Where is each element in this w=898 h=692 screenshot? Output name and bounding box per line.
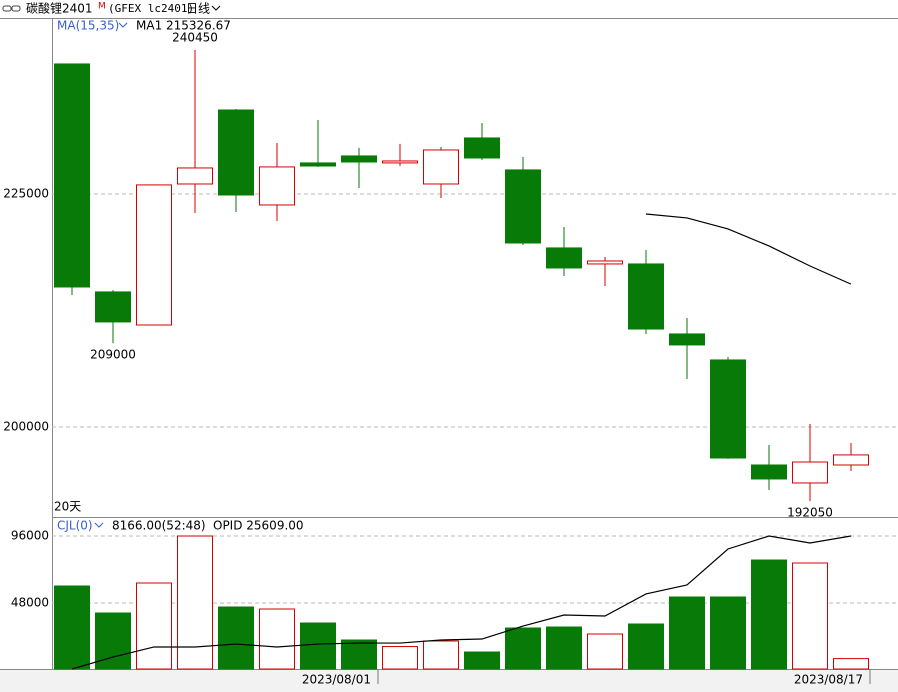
- candle-body: [628, 263, 664, 330]
- candle-body: [792, 461, 828, 484]
- date-axis: [0, 670, 898, 692]
- volume-bar: [628, 623, 664, 670]
- volume-bar: [423, 640, 459, 670]
- volume-bar: [669, 596, 705, 670]
- oi-readout: OPID 25609.00: [213, 519, 304, 533]
- volume-bar: [136, 582, 172, 670]
- volume-bar: [95, 612, 131, 670]
- candle-body: [95, 291, 131, 323]
- candle-body: [177, 167, 213, 185]
- y-tick-label: 225000: [3, 186, 49, 200]
- volume-bar: [464, 651, 500, 670]
- candle-body: [423, 149, 459, 185]
- candle-body: [546, 247, 582, 269]
- y-tick-label: 48000: [11, 596, 49, 610]
- x-tick-label: 2023/08/01: [302, 673, 371, 687]
- candle-body: [300, 162, 336, 167]
- candle-body: [136, 184, 172, 326]
- link-icon: [2, 5, 21, 12]
- contract-suffix: M: [98, 2, 106, 12]
- ma-line: [645, 213, 852, 285]
- oi-line: [71, 535, 852, 670]
- indicator-readout: MA1 215326.67: [136, 19, 231, 33]
- indicator-chevron[interactable]: [118, 22, 128, 28]
- volume-readout: 8166.00(52:48): [112, 519, 206, 533]
- volume-bar: [341, 639, 377, 670]
- extreme-label: 240450: [172, 30, 218, 44]
- volume-bar: [710, 596, 746, 670]
- extreme-label: 209000: [90, 348, 136, 362]
- volume-bar: [751, 559, 787, 670]
- y-tick-label: 96000: [11, 529, 49, 543]
- symbol: 碳酸锂2401: [26, 1, 93, 16]
- extreme-label: 192050: [787, 506, 833, 520]
- volume-bar: [546, 626, 582, 670]
- contract-code: (GFEX lc2401): [108, 2, 194, 15]
- indicator-name[interactable]: CJL(0): [57, 519, 93, 533]
- candle-body: [341, 155, 377, 163]
- volume-bar: [259, 608, 295, 670]
- volume-bar: [792, 562, 828, 670]
- candle-body: [710, 359, 746, 459]
- indicator-chevron[interactable]: [94, 522, 104, 528]
- y-tick-label: 200000: [3, 419, 49, 433]
- volume-bar: [833, 658, 869, 670]
- volume-bar: [177, 535, 213, 670]
- span-label: 20天: [54, 500, 81, 514]
- candle-body: [382, 160, 418, 164]
- x-tick-label: 2023/08/17: [794, 673, 863, 687]
- volume-bar: [382, 646, 418, 670]
- candle-body: [505, 169, 541, 244]
- candle-body: [259, 166, 295, 206]
- period-selector[interactable]: 日线: [186, 2, 210, 16]
- volume-bar: [505, 627, 541, 670]
- indicator-name[interactable]: MA(15,35): [57, 19, 119, 33]
- candle-body: [587, 260, 623, 265]
- candle-body: [464, 137, 500, 159]
- candle-body: [218, 109, 254, 196]
- period-chevron[interactable]: [211, 5, 221, 11]
- volume-bar: [587, 633, 623, 670]
- candle-body: [833, 454, 869, 466]
- candle-body: [54, 63, 90, 288]
- volume-bar: [54, 585, 90, 670]
- candle-body: [669, 333, 705, 346]
- volume-bar: [300, 622, 336, 670]
- volume-bar: [218, 606, 254, 670]
- candle-body: [751, 464, 787, 480]
